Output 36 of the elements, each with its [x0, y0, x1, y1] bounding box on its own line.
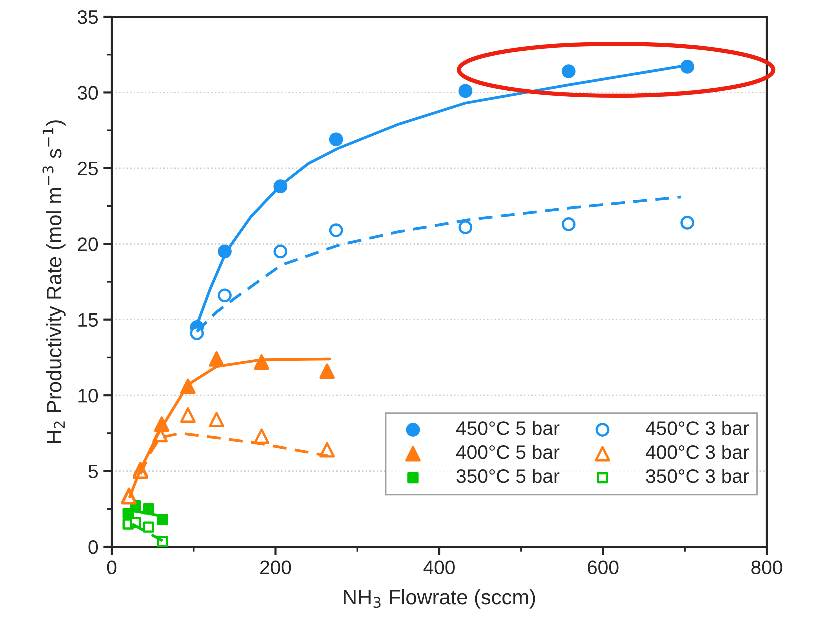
legend-label: 450°C 3 bar	[646, 421, 750, 436]
y-axis-title: H$_{2}$ Productivity Rate (mol m$^{−3}$ s$^{−1}$)	[42, 120, 66, 444]
legend-label: 450°C 5 bar	[456, 421, 560, 436]
point	[218, 288, 232, 303]
y-tick-label: 10	[78, 389, 98, 403]
x-tick-label: 200	[260, 560, 292, 574]
point	[329, 224, 344, 238]
point	[680, 216, 694, 230]
point	[562, 218, 576, 232]
x-tick-label: 800	[752, 560, 782, 574]
point	[209, 412, 224, 428]
point	[562, 64, 576, 78]
point	[209, 352, 224, 367]
point	[157, 514, 168, 526]
point	[180, 408, 196, 423]
y-tick-label: 25	[78, 162, 98, 176]
y-tick-label: 20	[78, 238, 98, 252]
y-tick-label: 15	[78, 314, 98, 328]
point	[143, 522, 154, 533]
legend-label: 400°C 3 bar	[646, 445, 750, 460]
x-axis-title: NH$_{3}$ Flowrate (sccm)	[344, 589, 536, 609]
point	[320, 364, 336, 380]
point	[458, 84, 473, 98]
y-tick-label: 30	[78, 86, 98, 100]
x-tick-label: 400	[424, 560, 455, 574]
x-tick-label: 0	[107, 560, 117, 574]
legend-label: 350°C 3 bar	[646, 468, 750, 484]
legend-label: 400°C 5 bar	[456, 445, 560, 460]
y-tick-label: 35	[78, 10, 98, 24]
y-tick-label: 5	[88, 464, 98, 479]
x-tick-label: 600	[588, 560, 619, 574]
point	[274, 244, 288, 259]
legend-label: 350°C 5 bar	[456, 468, 560, 484]
y-tick-label: 0	[88, 540, 98, 554]
point	[458, 220, 473, 234]
point	[329, 132, 344, 147]
